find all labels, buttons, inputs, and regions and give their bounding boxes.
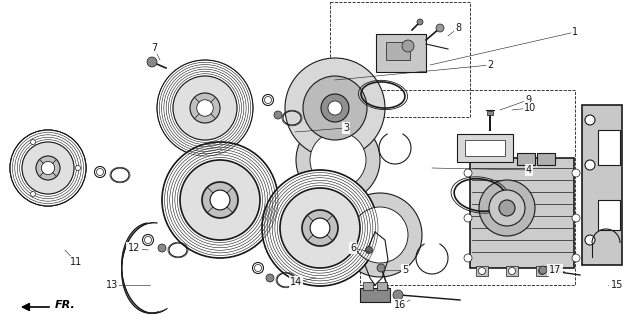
Circle shape	[157, 60, 253, 156]
Text: 7: 7	[151, 43, 157, 53]
Text: 11: 11	[70, 257, 82, 267]
Circle shape	[22, 142, 74, 194]
Text: 2: 2	[487, 60, 493, 70]
Circle shape	[338, 193, 422, 277]
Circle shape	[210, 190, 230, 210]
Circle shape	[538, 268, 546, 275]
Circle shape	[75, 165, 80, 171]
Circle shape	[464, 254, 472, 262]
Circle shape	[352, 207, 408, 263]
Bar	[386, 42, 410, 60]
Bar	[360, 288, 390, 302]
Text: 16: 16	[394, 300, 406, 310]
Circle shape	[365, 246, 372, 253]
Bar	[457, 134, 513, 162]
Bar	[517, 153, 535, 165]
Bar	[487, 111, 493, 115]
Text: 14: 14	[290, 277, 302, 287]
Circle shape	[402, 40, 414, 52]
Circle shape	[417, 19, 423, 25]
Circle shape	[262, 170, 378, 286]
Circle shape	[464, 169, 472, 177]
Text: 4: 4	[526, 165, 532, 175]
Circle shape	[393, 290, 403, 300]
Circle shape	[202, 182, 238, 218]
Bar	[598, 130, 620, 165]
Circle shape	[190, 93, 220, 123]
Text: 13: 13	[106, 280, 118, 290]
Circle shape	[180, 160, 260, 240]
Bar	[465, 140, 505, 156]
Circle shape	[302, 210, 338, 246]
Circle shape	[585, 115, 595, 125]
Circle shape	[162, 142, 278, 258]
Text: 10: 10	[524, 103, 536, 113]
Circle shape	[436, 24, 444, 32]
Circle shape	[310, 132, 366, 188]
Text: 3: 3	[343, 123, 349, 133]
Circle shape	[499, 200, 515, 216]
Circle shape	[539, 266, 547, 274]
Circle shape	[147, 57, 157, 67]
Circle shape	[280, 188, 360, 268]
Circle shape	[479, 180, 535, 236]
Circle shape	[31, 191, 36, 196]
Circle shape	[489, 190, 525, 226]
Text: 8: 8	[455, 23, 461, 33]
Bar	[377, 282, 387, 290]
Text: 1: 1	[572, 27, 578, 37]
Circle shape	[509, 268, 516, 275]
Bar	[360, 90, 575, 285]
Circle shape	[31, 140, 36, 145]
Circle shape	[197, 100, 214, 116]
Bar	[476, 266, 488, 276]
Bar	[582, 105, 622, 265]
Bar	[536, 266, 548, 276]
Bar	[537, 153, 555, 165]
Circle shape	[41, 161, 55, 175]
Circle shape	[303, 76, 367, 140]
Text: FR.: FR.	[55, 300, 76, 310]
Bar	[598, 200, 620, 230]
Bar	[470, 158, 574, 268]
Circle shape	[479, 268, 485, 275]
Bar	[363, 282, 373, 290]
Circle shape	[585, 235, 595, 245]
Bar	[376, 34, 426, 72]
Circle shape	[572, 169, 580, 177]
Circle shape	[296, 118, 380, 202]
Circle shape	[173, 76, 237, 140]
Circle shape	[10, 130, 86, 206]
Text: 17: 17	[549, 265, 561, 275]
Circle shape	[310, 218, 330, 238]
Circle shape	[158, 244, 166, 252]
Bar	[330, 2, 470, 117]
Circle shape	[274, 111, 282, 119]
Circle shape	[585, 160, 595, 170]
Circle shape	[285, 58, 385, 158]
Circle shape	[464, 214, 472, 222]
Circle shape	[572, 254, 580, 262]
Circle shape	[36, 156, 60, 180]
Circle shape	[321, 94, 349, 122]
Text: 12: 12	[128, 243, 140, 253]
Circle shape	[26, 146, 70, 190]
Circle shape	[10, 130, 86, 206]
Circle shape	[328, 101, 342, 115]
Text: 9: 9	[525, 95, 531, 105]
Circle shape	[266, 274, 274, 282]
Circle shape	[572, 214, 580, 222]
Circle shape	[377, 264, 385, 272]
Text: 6: 6	[350, 243, 356, 253]
Bar	[506, 266, 518, 276]
Text: 5: 5	[402, 265, 408, 275]
Text: 15: 15	[611, 280, 623, 290]
